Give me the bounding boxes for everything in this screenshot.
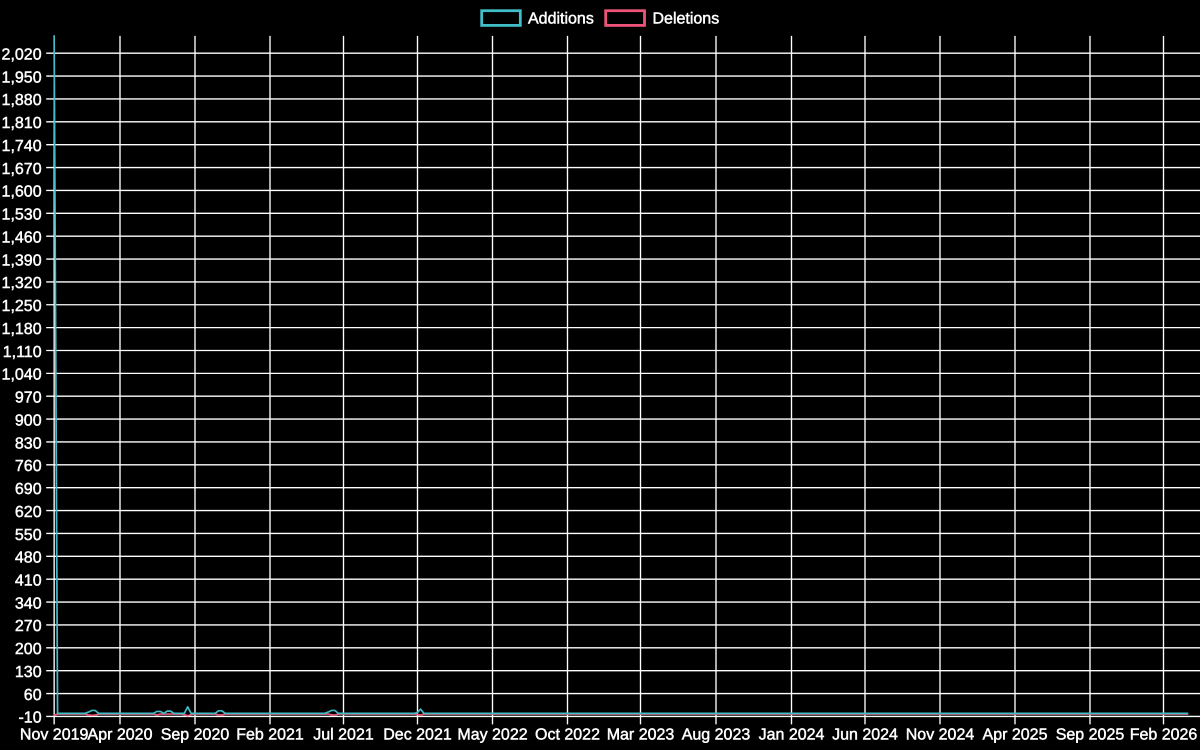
svg-text:Apr 2020: Apr 2020 — [88, 726, 153, 743]
svg-text:Jul 2021: Jul 2021 — [313, 726, 374, 743]
svg-text:200: 200 — [15, 641, 42, 658]
svg-text:1,110: 1,110 — [3, 344, 42, 361]
svg-text:Sep 2025: Sep 2025 — [1056, 726, 1125, 743]
svg-text:Sep 2020: Sep 2020 — [161, 726, 230, 743]
svg-text:1,600: 1,600 — [2, 184, 42, 201]
svg-text:480: 480 — [15, 550, 42, 567]
svg-text:550: 550 — [15, 527, 42, 544]
svg-text:1,950: 1,950 — [2, 69, 42, 86]
svg-text:830: 830 — [15, 435, 42, 452]
svg-text:-10: -10 — [18, 710, 41, 727]
svg-text:Feb 2021: Feb 2021 — [236, 726, 304, 743]
svg-text:1,810: 1,810 — [2, 115, 42, 132]
svg-text:690: 690 — [15, 481, 42, 498]
svg-text:1,460: 1,460 — [2, 229, 42, 246]
svg-text:1,670: 1,670 — [2, 161, 42, 178]
svg-text:900: 900 — [15, 412, 42, 429]
svg-text:Mar 2023: Mar 2023 — [607, 726, 675, 743]
svg-text:970: 970 — [15, 390, 42, 407]
svg-text:270: 270 — [15, 618, 42, 635]
svg-text:760: 760 — [15, 458, 42, 475]
svg-text:Nov 2019: Nov 2019 — [20, 726, 89, 743]
svg-text:Aug 2023: Aug 2023 — [682, 726, 751, 743]
svg-text:Jan 2024: Jan 2024 — [759, 726, 825, 743]
svg-text:2,020: 2,020 — [2, 47, 42, 64]
svg-text:1,740: 1,740 — [2, 138, 42, 155]
svg-text:60: 60 — [24, 687, 42, 704]
svg-text:1,250: 1,250 — [2, 298, 42, 315]
svg-text:340: 340 — [15, 595, 42, 612]
svg-text:1,530: 1,530 — [2, 207, 42, 224]
svg-text:130: 130 — [15, 664, 42, 681]
svg-text:Apr 2025: Apr 2025 — [983, 726, 1048, 743]
svg-text:1,390: 1,390 — [2, 252, 42, 269]
svg-text:Feb 2026: Feb 2026 — [1130, 726, 1198, 743]
svg-text:620: 620 — [15, 504, 42, 521]
svg-text:Oct 2022: Oct 2022 — [535, 726, 600, 743]
svg-text:Dec 2021: Dec 2021 — [383, 726, 452, 743]
svg-text:Nov 2024: Nov 2024 — [906, 726, 975, 743]
svg-text:Deletions: Deletions — [653, 10, 720, 27]
svg-text:1,880: 1,880 — [2, 92, 42, 109]
svg-text:May 2022: May 2022 — [457, 726, 527, 743]
svg-text:1,320: 1,320 — [2, 275, 42, 292]
svg-text:Additions: Additions — [528, 10, 594, 27]
svg-text:410: 410 — [15, 572, 42, 589]
svg-text:Jun 2024: Jun 2024 — [832, 726, 898, 743]
svg-text:1,040: 1,040 — [2, 367, 42, 384]
svg-text:1,180: 1,180 — [2, 321, 42, 338]
